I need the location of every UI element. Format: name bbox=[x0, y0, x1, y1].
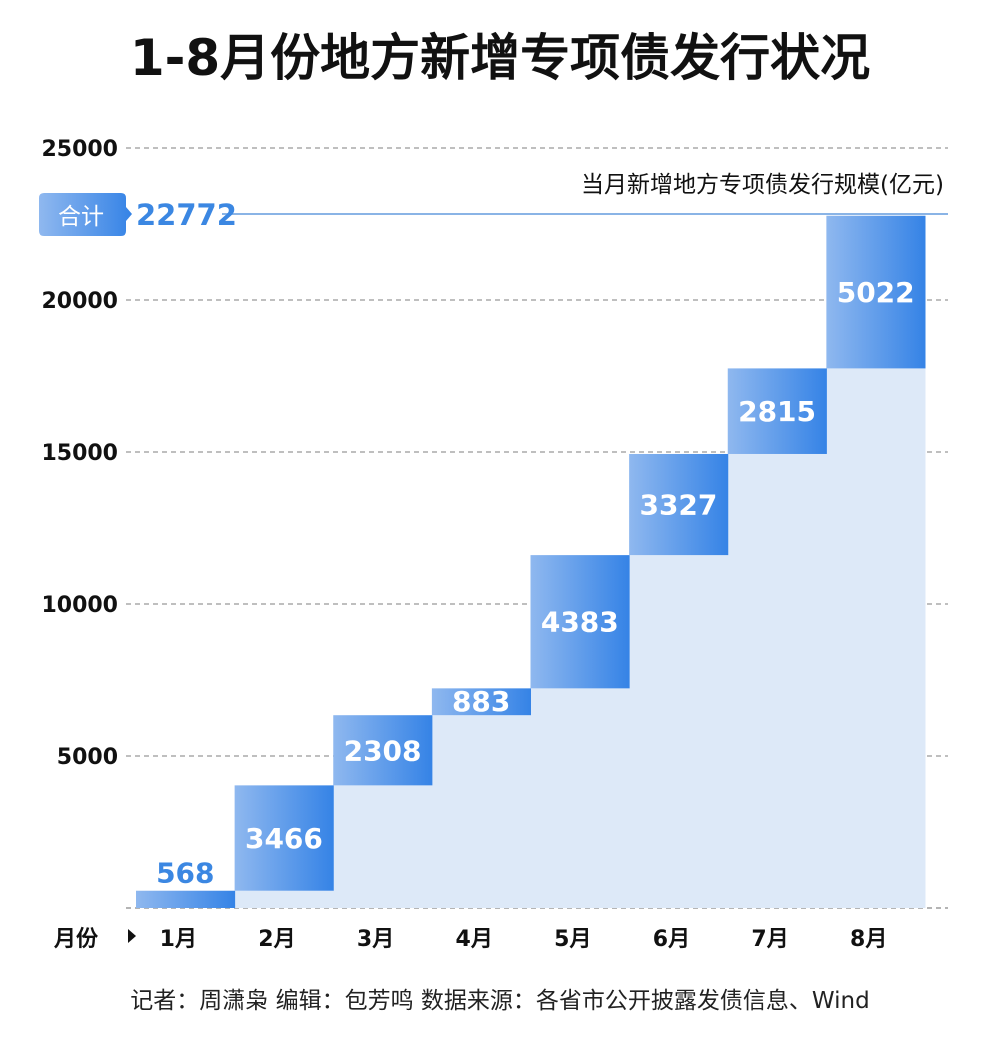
x-tick-label: 2月 bbox=[258, 927, 295, 952]
data-label: 3466 bbox=[245, 822, 323, 855]
x-tick-label: 4月 bbox=[456, 927, 493, 952]
data-label: 568 bbox=[156, 857, 214, 890]
bar-4月 bbox=[431, 688, 531, 716]
y-tick-label: 10000 bbox=[41, 593, 118, 618]
bar-3月 bbox=[333, 715, 433, 786]
x-tick-label: 7月 bbox=[751, 927, 788, 952]
x-tick-label: 3月 bbox=[357, 927, 394, 952]
data-label: 883 bbox=[452, 685, 510, 718]
data-label: 3327 bbox=[639, 489, 717, 522]
x-axis-label: 月份 bbox=[53, 927, 99, 952]
data-label: 2308 bbox=[344, 734, 422, 767]
bar-2月 bbox=[234, 785, 334, 891]
y-tick-label: 25000 bbox=[41, 137, 118, 162]
data-label: 2815 bbox=[738, 395, 816, 428]
triangle-right-icon bbox=[128, 929, 136, 943]
bar-1月 bbox=[136, 890, 236, 908]
bar-8月 bbox=[826, 215, 926, 369]
footer-credits: 记者：周潇枭 编辑：包芳鸣 数据来源：各省市公开披露发债信息、Wind bbox=[130, 988, 869, 1014]
x-tick-label: 5月 bbox=[554, 927, 591, 952]
data-label: 5022 bbox=[837, 276, 915, 309]
cumulative-fill bbox=[629, 555, 729, 908]
bar-7月 bbox=[727, 368, 827, 454]
x-tick-label: 6月 bbox=[653, 927, 690, 952]
cumulative-fill bbox=[727, 453, 827, 908]
cumulative-fill bbox=[431, 715, 531, 908]
data-label: 4383 bbox=[541, 606, 619, 639]
x-tick-label: 1月 bbox=[160, 927, 197, 952]
y-tick-label: 15000 bbox=[41, 441, 118, 466]
bar-6月 bbox=[629, 453, 729, 556]
cumulative-fill bbox=[234, 890, 334, 908]
cumulative-fill bbox=[826, 368, 926, 908]
x-tick-label: 8月 bbox=[850, 927, 887, 952]
total-badge: 合计 bbox=[39, 193, 132, 236]
y-tick-label: 5000 bbox=[57, 745, 118, 770]
bar-5月 bbox=[530, 555, 630, 689]
series-label: 当月新增地方专项债发行规模(亿元) bbox=[581, 172, 944, 198]
chart-title: 1-8月份地方新增专项债发行状况 bbox=[130, 29, 870, 87]
total-label: 合计 bbox=[58, 204, 104, 230]
cumulative-fill bbox=[530, 688, 630, 908]
total-value: 22772 bbox=[136, 198, 237, 232]
y-tick-label: 20000 bbox=[41, 289, 118, 314]
cumulative-fill bbox=[333, 785, 433, 908]
